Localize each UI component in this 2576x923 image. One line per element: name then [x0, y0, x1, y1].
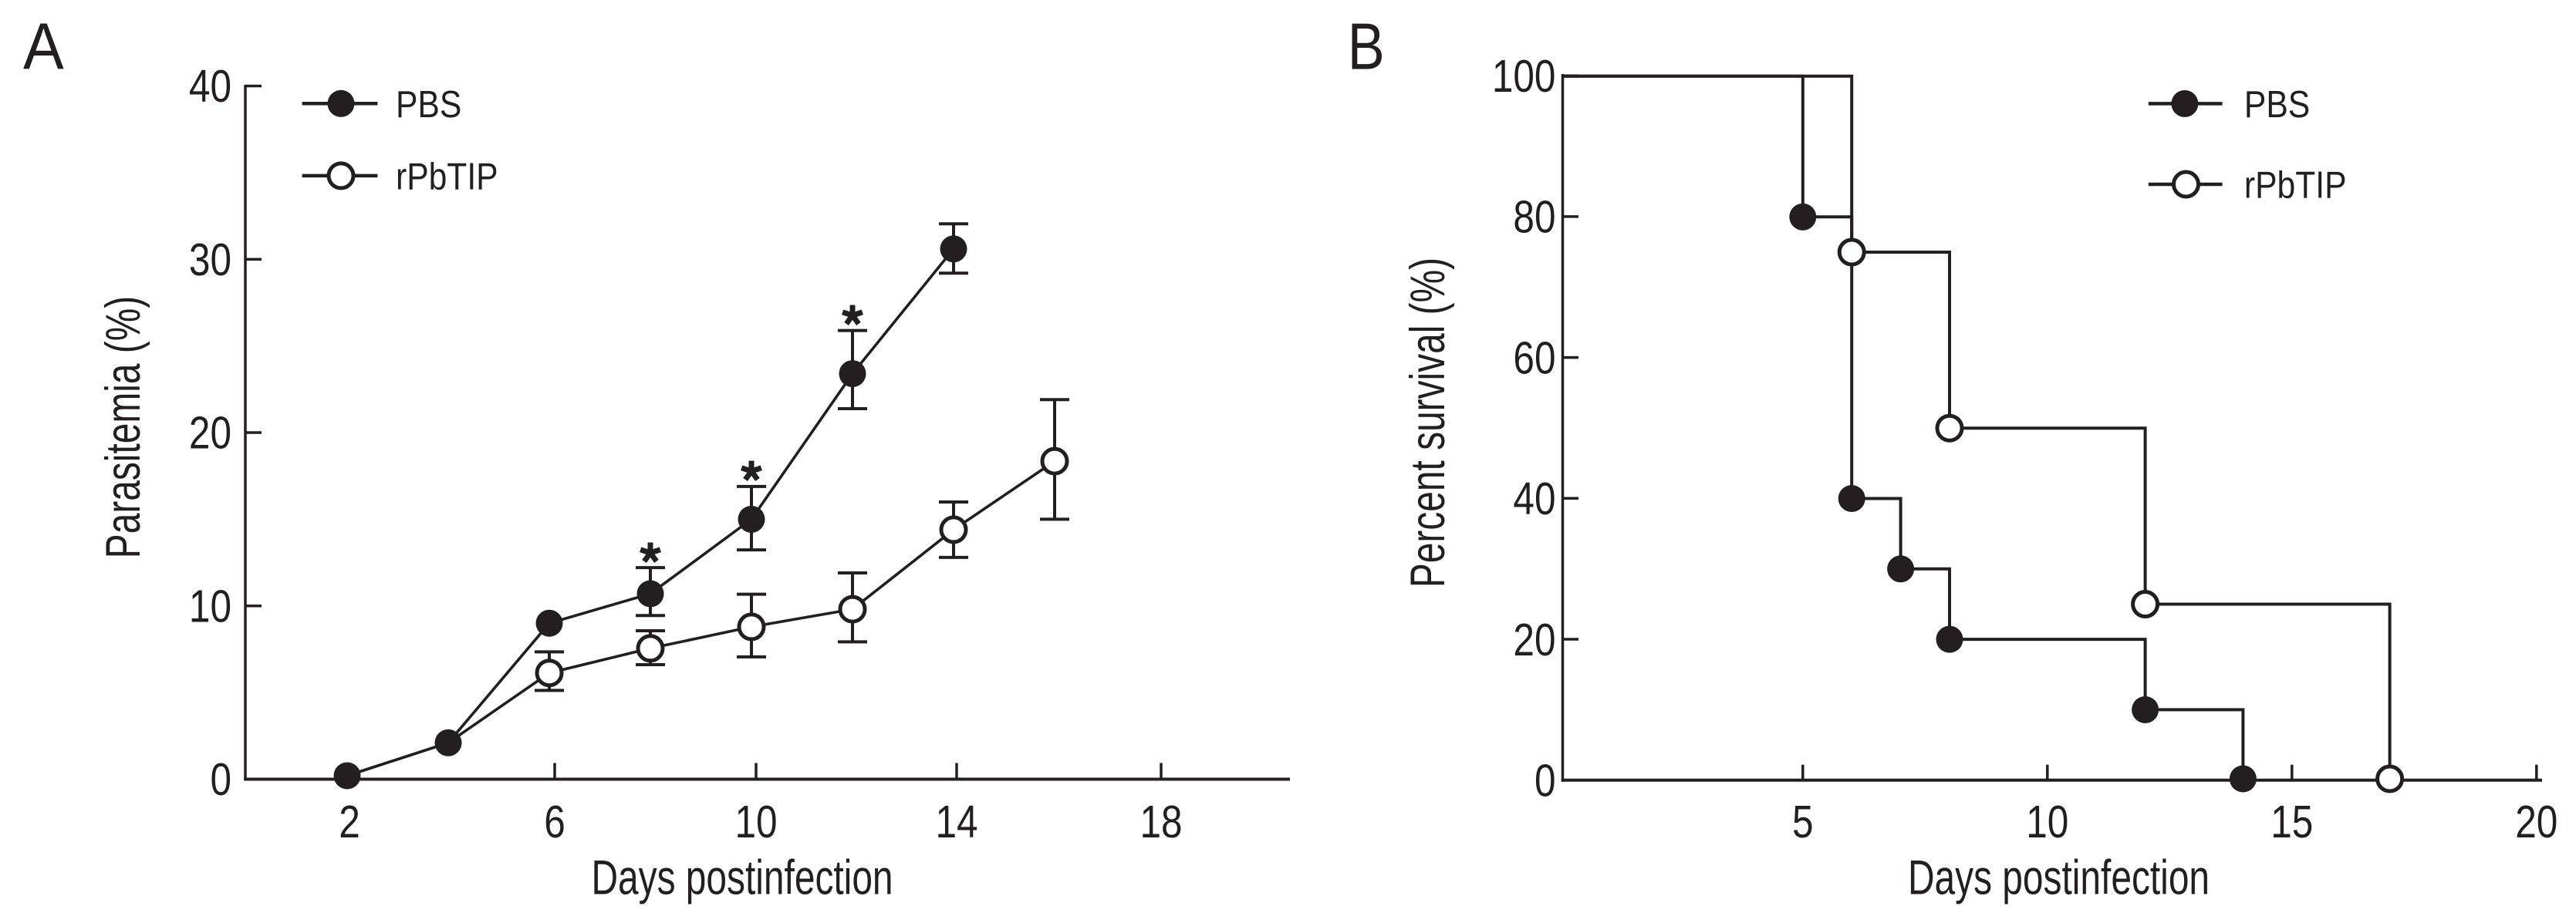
svg-text:0: 0: [1534, 755, 1556, 806]
svg-text:B: B: [1348, 10, 1385, 83]
svg-text:0: 0: [210, 754, 231, 805]
svg-text:30: 30: [189, 234, 231, 285]
svg-text:10: 10: [2026, 797, 2068, 847]
svg-text:rPbTIP: rPbTIP: [396, 155, 498, 197]
svg-text:Days postinfection: Days postinfection: [591, 850, 893, 904]
svg-text:PBS: PBS: [396, 83, 461, 125]
svg-text:A: A: [23, 10, 64, 83]
svg-text:PBS: PBS: [2244, 83, 2310, 125]
svg-text:20: 20: [189, 407, 231, 458]
svg-text:Days postinfection: Days postinfection: [1908, 850, 2210, 904]
svg-text:40: 40: [1513, 473, 1555, 524]
svg-text:15: 15: [2270, 797, 2313, 847]
svg-text:20: 20: [1513, 615, 1555, 665]
svg-text:20: 20: [2515, 797, 2557, 847]
svg-text:5: 5: [1792, 797, 1814, 847]
svg-text:18: 18: [1139, 797, 1182, 847]
svg-text:60: 60: [1513, 332, 1555, 383]
svg-text:Percent survival (%): Percent survival (%): [1400, 258, 1455, 588]
svg-text:14: 14: [935, 797, 977, 847]
svg-text:40: 40: [189, 61, 231, 112]
svg-text:2: 2: [339, 797, 360, 847]
svg-text:6: 6: [544, 797, 566, 847]
svg-text:10: 10: [189, 581, 231, 632]
svg-text:10: 10: [734, 797, 777, 847]
svg-text:rPbTIP: rPbTIP: [2244, 163, 2347, 206]
svg-text:100: 100: [1492, 51, 1556, 102]
svg-text:Parasitemia (%): Parasitemia (%): [96, 296, 150, 558]
svg-text:80: 80: [1513, 192, 1555, 243]
